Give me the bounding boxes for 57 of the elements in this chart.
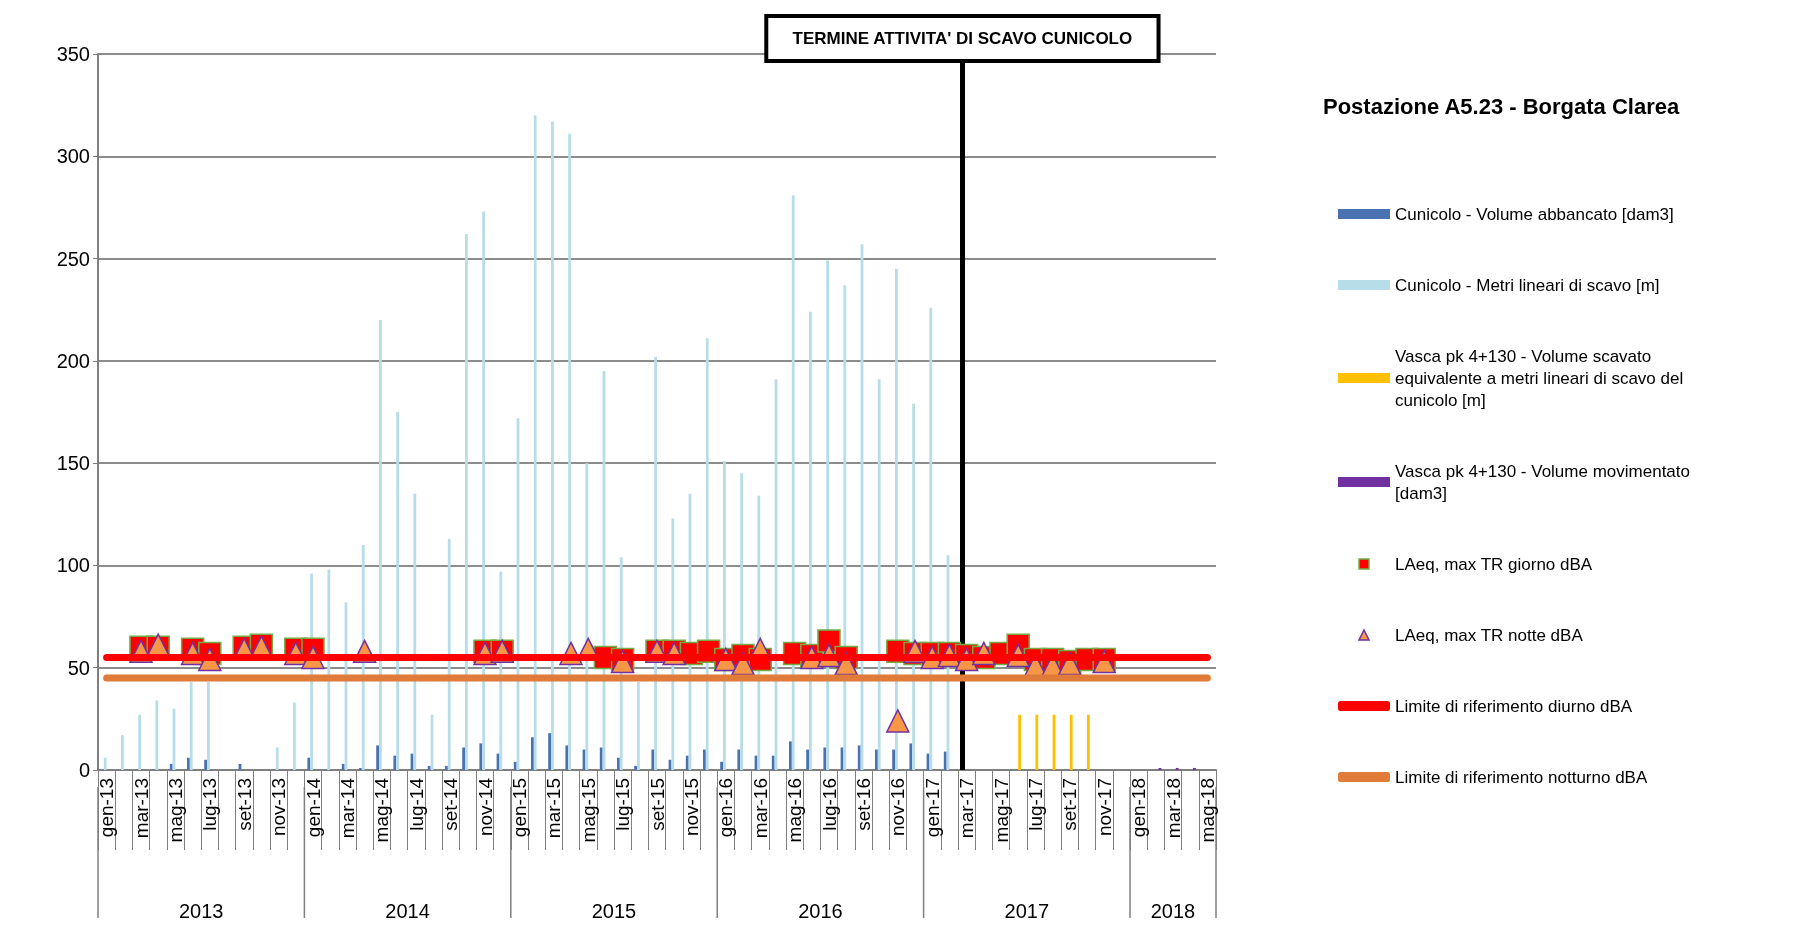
y-tick-label: 200 xyxy=(56,349,90,372)
y-tick-label: 300 xyxy=(56,145,90,168)
x-tick-label: nov-14 xyxy=(474,777,496,837)
ref-line-label: TERMINE ATTIVITA' DI SCAVO CUNICOLO xyxy=(792,29,1133,48)
text: 2013 xyxy=(178,900,224,922)
legend-label: Vasca pk 4+130 - Volume scavato equivalente a metri lineari di scavo del cunicolo [m] xyxy=(1395,346,1688,410)
y-tick-label: 0 xyxy=(78,759,90,781)
x-tick-label: mar-16 xyxy=(749,778,771,839)
x-tick-label: set-16 xyxy=(852,778,874,831)
x-tick-label: lug-15 xyxy=(612,778,634,831)
x-tick-label: mar-14 xyxy=(336,777,358,839)
x-tick-label: nov-13 xyxy=(268,778,290,837)
x-tick-label: mar-15 xyxy=(543,778,565,839)
y-tick-label: 100 xyxy=(56,554,90,577)
x-tick-label: nov-17 xyxy=(1093,778,1115,837)
x-tick-label: mag-16 xyxy=(784,778,806,843)
y-tick-label: 50 xyxy=(67,656,90,679)
x-tick-label: lug-13 xyxy=(199,778,221,831)
x-tick-label: mag-17 xyxy=(990,778,1012,843)
text: 2015 xyxy=(591,900,637,922)
x-tick-label: mar-17 xyxy=(956,778,978,839)
text: 2014 xyxy=(385,900,430,922)
x-tick-label: mag-18 xyxy=(1196,778,1218,843)
text: 2017 xyxy=(1004,900,1050,922)
y-tick-label: 350 xyxy=(56,43,90,65)
text: Postazione A5.23 - Borgata Clarea xyxy=(1323,93,1680,119)
y-tick-label: 150 xyxy=(56,452,90,475)
x-tick-label: gen-14 xyxy=(302,777,324,838)
x-tick-label: mag-13 xyxy=(164,778,186,843)
x-tick-label: gen-18 xyxy=(1128,778,1150,838)
legend-label: LAeq, max TR notte dBA xyxy=(1395,625,1584,645)
x-tick-label: gen-16 xyxy=(715,778,737,838)
text: 2018 xyxy=(1150,900,1196,922)
x-tick-label: nov-15 xyxy=(680,778,702,837)
x-tick-label: mag-15 xyxy=(577,778,599,843)
y-tick-label: 250 xyxy=(56,247,90,270)
x-tick-label: lug-14 xyxy=(405,777,427,831)
legend-label: Cunicolo - Metri lineari di scavo [m] xyxy=(1395,275,1660,295)
x-tick-label: mar-13 xyxy=(130,778,152,839)
x-tick-label: gen-13 xyxy=(96,778,118,838)
x-tick-label: nov-16 xyxy=(887,778,909,837)
x-tick-label: set-17 xyxy=(1059,778,1081,831)
x-tick-label: gen-17 xyxy=(921,778,943,838)
x-tick-label: mar-18 xyxy=(1162,778,1184,839)
legend-label: LAeq, max TR giorno dBA xyxy=(1395,554,1593,574)
x-tick-label: mag-14 xyxy=(371,777,393,843)
legend-label: Vasca pk 4+130 - Volume movimentato [dam3] xyxy=(1395,461,1695,503)
legend-label: Limite di riferimento diurno dBA xyxy=(1395,696,1633,716)
x-tick-label: set-13 xyxy=(233,778,255,831)
legend-label: Limite di riferimento notturno dBA xyxy=(1395,767,1648,787)
x-tick-label: lug-16 xyxy=(818,778,840,831)
x-tick-label: set-14 xyxy=(440,777,462,831)
x-tick-label: lug-17 xyxy=(1024,778,1046,831)
x-tick-label: gen-15 xyxy=(508,778,530,838)
text: 2016 xyxy=(798,900,843,922)
x-tick-label: set-15 xyxy=(646,778,668,831)
legend-label: Cunicolo - Volume abbancato [dam3] xyxy=(1395,204,1674,224)
